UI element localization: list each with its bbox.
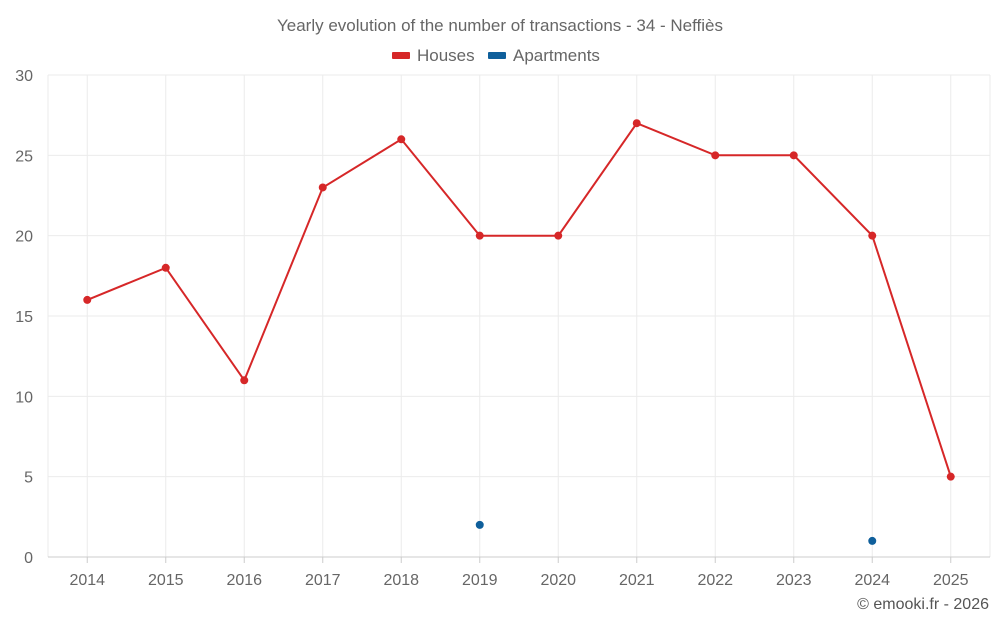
data-point-houses-2023[interactable]	[789, 151, 798, 160]
x-tick-label: 2015	[148, 572, 184, 589]
x-tick-label: 2017	[305, 572, 341, 589]
y-tick-label: 0	[24, 550, 33, 567]
x-tick-label: 2021	[619, 572, 655, 589]
legend[interactable]: Houses Apartments	[392, 46, 600, 65]
credit-text: © emooki.fr - 2026	[857, 596, 989, 613]
x-tick-label: 2023	[776, 572, 812, 589]
legend-item-apartments[interactable]: Apartments	[488, 46, 600, 65]
x-tick-label: 2019	[462, 572, 498, 589]
legend-item-houses[interactable]: Houses	[392, 46, 475, 65]
y-tick-label: 15	[15, 309, 33, 326]
data-point-houses-2015[interactable]	[161, 263, 170, 272]
data-point-houses-2022[interactable]	[711, 151, 720, 160]
y-tick-label: 30	[15, 68, 33, 85]
data-point-houses-2016[interactable]	[240, 376, 249, 385]
data-point-houses-2014[interactable]	[83, 295, 92, 304]
x-tick-label: 2018	[383, 572, 419, 589]
data-point-houses-2020[interactable]	[554, 231, 563, 240]
chart-title: Yearly evolution of the number of transa…	[277, 16, 723, 35]
data-point-houses-2017[interactable]	[318, 183, 327, 192]
y-tick-label: 10	[15, 389, 33, 406]
legend-label-houses: Houses	[417, 46, 475, 65]
x-tick-label: 2022	[697, 572, 733, 589]
x-tick-label: 2014	[69, 572, 105, 589]
grid-layer	[47, 74, 991, 557]
data-point-apartments-2024[interactable]	[868, 536, 877, 545]
y-tick-label: 5	[24, 470, 33, 487]
y-tick-label: 20	[15, 229, 33, 246]
x-tick-label: 2024	[854, 572, 890, 589]
data-point-apartments-2019[interactable]	[475, 520, 484, 529]
data-point-houses-2019[interactable]	[475, 231, 484, 240]
data-point-houses-2024[interactable]	[868, 231, 877, 240]
y-tick-label: 25	[15, 148, 33, 165]
x-tick-label: 2016	[226, 572, 262, 589]
data-point-houses-2025[interactable]	[946, 472, 955, 481]
series-layer	[83, 119, 955, 545]
series-line-houses	[86, 121, 952, 478]
legend-swatch-apartments	[488, 52, 506, 59]
legend-label-apartments: Apartments	[513, 46, 600, 65]
x-tick-label: 2025	[933, 572, 969, 589]
data-point-houses-2021[interactable]	[632, 119, 641, 128]
data-point-houses-2018[interactable]	[397, 135, 406, 144]
x-tick-label: 2020	[540, 572, 576, 589]
legend-swatch-houses	[392, 52, 410, 59]
